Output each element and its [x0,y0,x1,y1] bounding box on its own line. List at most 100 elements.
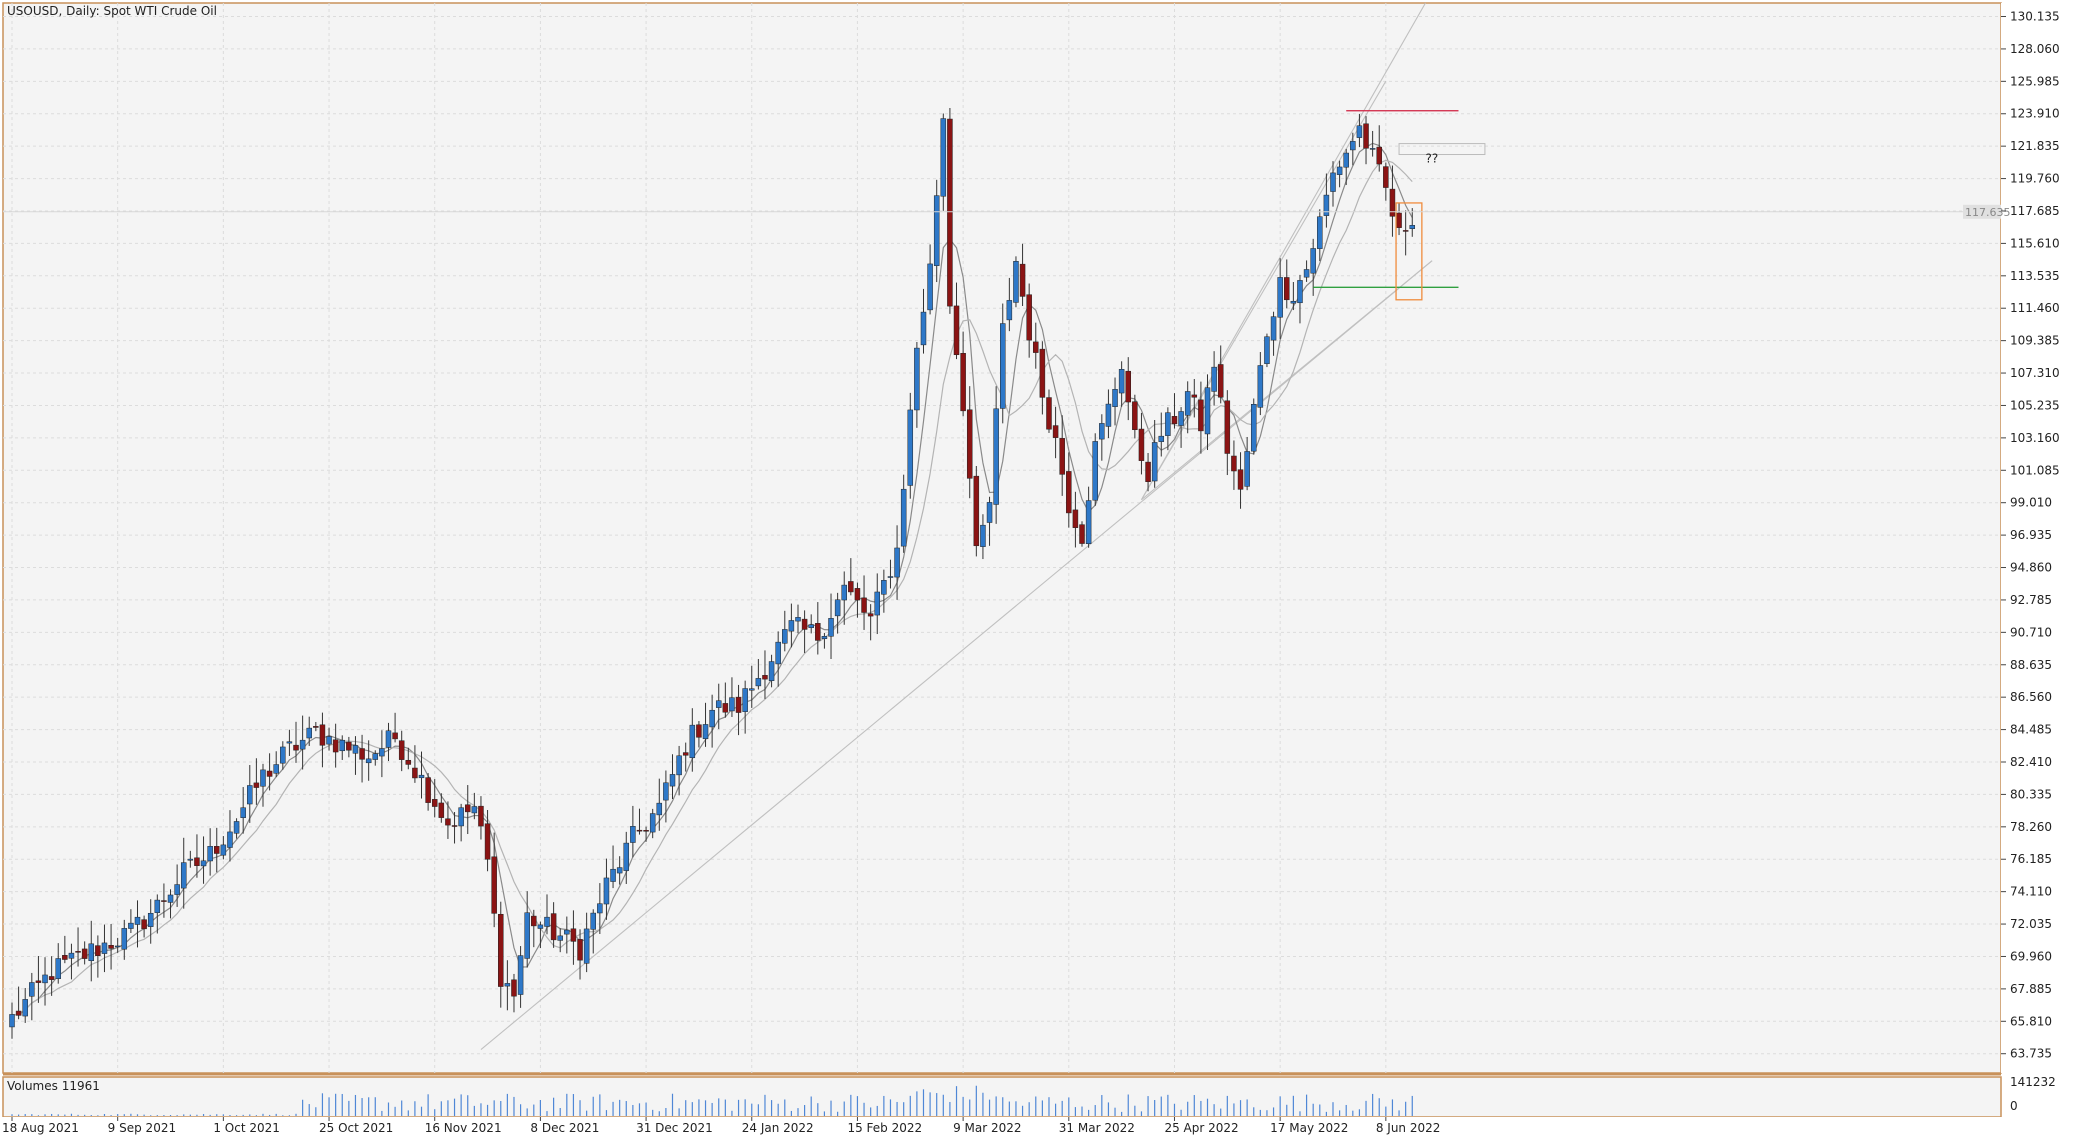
candle[interactable] [649,808,656,839]
candle[interactable] [715,683,722,730]
candle[interactable] [834,592,841,634]
candle[interactable] [1039,341,1046,415]
candle[interactable] [154,894,161,934]
candle[interactable] [273,751,279,778]
candle[interactable] [339,735,345,760]
horizontal-levels[interactable]: ?? 117.635 [3,110,2011,301]
candle[interactable] [88,920,95,982]
candle[interactable] [220,836,227,860]
candle[interactable] [1317,209,1323,262]
candle[interactable] [663,770,669,823]
candle[interactable] [458,803,464,842]
candle[interactable] [187,850,194,868]
candle[interactable] [286,729,293,756]
candle[interactable] [537,921,544,949]
candle[interactable] [29,972,35,1021]
candle[interactable] [894,525,900,600]
candle[interactable] [808,614,814,634]
candle[interactable] [1323,173,1330,228]
candle[interactable] [1125,357,1131,421]
candle[interactable] [1257,352,1264,416]
candle[interactable] [1165,407,1171,451]
candle[interactable] [379,730,385,778]
candle[interactable] [42,957,48,1006]
candle[interactable] [48,956,55,996]
candle[interactable] [676,745,682,796]
candle[interactable] [121,919,128,960]
candle[interactable] [881,569,887,613]
candle[interactable] [260,763,266,807]
candle[interactable] [147,899,154,944]
candle[interactable] [161,883,167,918]
candle[interactable] [953,282,960,360]
candle[interactable] [1198,381,1204,454]
candle[interactable] [1052,406,1059,459]
candle[interactable] [1303,260,1310,282]
candle[interactable] [709,694,715,748]
candle[interactable] [372,750,379,766]
candle[interactable] [1132,394,1138,439]
candle[interactable] [128,909,134,934]
candle[interactable] [332,723,339,768]
candle[interactable] [1231,440,1237,490]
candle[interactable] [815,602,821,655]
candle[interactable] [669,754,676,800]
candle[interactable] [464,785,471,835]
candle[interactable] [933,179,940,283]
candle[interactable] [564,916,570,954]
candle[interactable] [1343,148,1349,185]
candle[interactable] [471,792,478,820]
candle[interactable] [940,113,947,211]
candle[interactable] [1151,419,1158,488]
candle[interactable] [1118,361,1125,407]
candle[interactable] [445,801,451,839]
candle[interactable] [174,864,180,907]
candle[interactable] [62,935,68,964]
candle[interactable] [1363,116,1369,165]
candle[interactable] [1244,436,1250,491]
candle[interactable] [9,1002,15,1039]
candle[interactable] [484,809,491,872]
candle[interactable] [1013,256,1019,308]
candle[interactable] [491,832,497,928]
candle[interactable] [749,665,755,708]
candle[interactable] [365,740,372,781]
candle[interactable] [1277,258,1283,339]
candle[interactable] [1204,374,1211,451]
candle[interactable] [570,910,577,965]
candle[interactable] [960,331,966,417]
candle[interactable] [352,736,359,775]
candle[interactable] [22,988,28,1023]
candle[interactable] [874,573,881,635]
candle[interactable] [425,773,431,811]
candle[interactable] [603,858,610,920]
candle[interactable] [207,828,213,876]
candle[interactable] [412,745,418,783]
candle[interactable] [801,610,808,654]
candle[interactable] [1171,393,1178,429]
candle[interactable] [696,721,702,748]
candle[interactable] [920,288,927,354]
candle[interactable] [511,973,517,1013]
candle[interactable] [247,765,253,823]
candle[interactable] [498,901,504,1008]
candle[interactable] [1046,389,1052,433]
candle[interactable] [1402,210,1409,256]
candle[interactable] [1297,274,1303,324]
candle[interactable] [392,712,398,743]
candle[interactable] [280,741,286,770]
candle[interactable] [900,474,907,553]
candle[interactable] [861,575,867,630]
candle[interactable] [1033,322,1039,369]
candle[interactable] [306,716,312,746]
candle[interactable] [755,659,762,690]
candle[interactable] [656,778,663,831]
candle[interactable] [1059,415,1065,496]
candle[interactable] [1138,412,1145,475]
candle[interactable] [597,883,603,934]
candle[interactable] [841,571,847,625]
candle[interactable] [200,836,207,884]
candle[interactable] [1217,345,1224,404]
candle[interactable] [782,610,788,652]
candle[interactable] [1112,377,1118,426]
